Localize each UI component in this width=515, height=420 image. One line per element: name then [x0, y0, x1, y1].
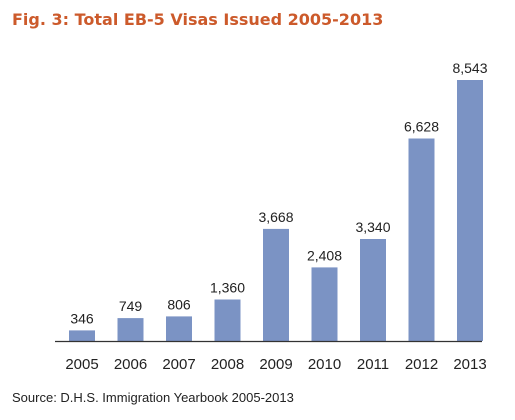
x-tick-label-group: 2005 2006 2007 2008 2009 2010 2011 2012 2013: [65, 356, 486, 373]
bar-value-label-2012: 6,628: [404, 119, 439, 135]
x-tick-label-2007: 2007: [162, 356, 195, 373]
bar-value-label-2008: 1,360: [210, 280, 245, 296]
value-label-group: 346 749 806 1,360 3,668 2,408 3,340 6,628 8,543: [70, 60, 487, 326]
bar-2011: [360, 239, 386, 341]
bar-2010: [311, 267, 338, 341]
x-tick-label-2005: 2005: [65, 356, 98, 373]
bar-2012: [408, 138, 435, 341]
x-tick-label-2008: 2008: [211, 356, 244, 373]
bar-group: [69, 80, 483, 341]
bar-2013: [457, 80, 483, 341]
bar-value-label-2006: 749: [119, 298, 143, 314]
bar-2009: [263, 228, 289, 341]
x-tick-label-2013: 2013: [453, 356, 486, 373]
x-tick-label-2012: 2012: [405, 356, 438, 373]
bar-value-label-2007: 806: [167, 296, 191, 312]
x-tick-label-2009: 2009: [259, 356, 292, 373]
source-note: Source: D.H.S. Immigration Yearbook 2005…: [12, 390, 294, 405]
x-tick-label-2010: 2010: [308, 356, 341, 373]
bar-2008: [214, 299, 241, 341]
bar-value-label-2005: 346: [70, 310, 94, 326]
bar-value-label-2011: 3,340: [355, 219, 390, 235]
bar-value-label-2010: 2,408: [307, 247, 342, 263]
bar-2005: [69, 330, 95, 341]
chart-title: Fig. 3: Total EB-5 Visas Issued 2005-201…: [12, 10, 384, 29]
bar-2006: [117, 318, 144, 341]
bar-value-label-2013: 8,543: [452, 60, 487, 76]
x-tick-label-2011: 2011: [357, 356, 389, 373]
x-tick-label-2006: 2006: [114, 356, 147, 373]
bar-value-label-2009: 3,668: [258, 209, 293, 225]
bar-2007: [166, 316, 192, 341]
